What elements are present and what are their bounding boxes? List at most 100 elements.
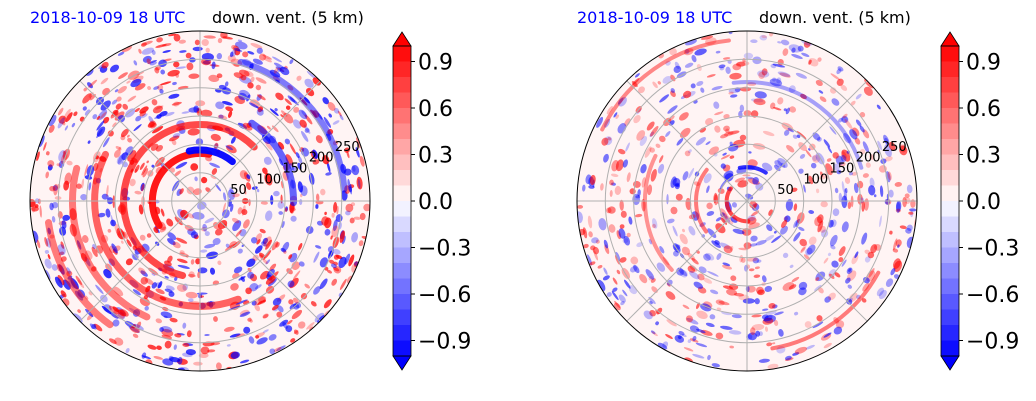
field-cell [138,204,144,215]
field-cell [101,61,109,69]
field-cell [688,167,695,179]
colorbar-tick-label: −0.6 [418,283,471,308]
field-cell [254,332,265,338]
field-cell [155,105,164,110]
field-cell [721,213,729,221]
field-cell [786,144,795,153]
field-cell [155,288,165,295]
field-cell [793,232,801,242]
field-cell [297,321,306,329]
field-cell [829,234,838,247]
field-cell [787,127,794,133]
field-cell [902,196,907,208]
field-cell [669,47,677,56]
field-cell [649,147,655,153]
field-cell [651,223,657,229]
colorbar-segment [941,263,959,279]
field-cell [276,345,286,352]
field-cell [670,90,676,98]
field-cell [45,151,50,156]
field-cell [349,183,352,195]
field-cell [603,239,609,249]
field-cell [704,37,717,46]
field-cell [734,177,746,183]
field-cell [232,220,242,232]
field-cell [717,188,725,194]
radial-tick-label: 150 [830,162,855,177]
field-cell [762,275,767,283]
field-cell [118,72,128,79]
field-cell [323,116,332,128]
field-cell [715,332,724,340]
field-cell [141,47,155,55]
field-cell [155,144,163,152]
field-cell [622,159,629,168]
colorbar-tick-label: −0.3 [966,237,1019,262]
field-cell [895,239,902,247]
field-cell [82,106,87,111]
field-cell [824,296,832,303]
field-cell [819,175,827,180]
field-cell [762,308,769,311]
field-cell [617,97,624,105]
field-cell [112,306,120,312]
field-cell [233,47,241,52]
radial-tick-label: 100 [256,172,281,187]
field-cell [615,251,621,261]
field-cell [273,346,282,353]
field-cell [815,188,820,194]
field-cell [239,229,247,237]
field-cell [312,159,320,165]
field-cell [895,208,901,213]
field-cell [885,142,889,147]
field-cell [34,204,39,208]
field-cell [96,120,105,131]
field-cell [91,323,97,330]
field-cell [747,215,756,222]
field-cell [106,184,109,197]
field-cell [96,128,103,139]
field-cell [262,54,272,60]
field-cell [706,202,713,210]
field-cell [614,255,620,265]
field-cell [209,267,216,275]
field-cell [182,322,187,329]
field-cell [816,137,822,142]
field-cell [798,287,807,296]
field-cell [48,114,57,127]
field-cell [769,78,783,87]
field-cell [175,73,180,78]
field-cell [649,309,656,317]
field-cell [700,87,705,93]
field-cell [113,286,124,297]
field-cell [185,52,192,59]
field-cell [705,141,711,146]
field-cell [656,307,663,315]
field-cell [226,144,237,154]
field-cell [331,212,335,218]
field-cell [199,295,204,298]
field-cell [683,48,694,56]
field-cell [142,55,152,63]
field-cell [812,154,821,163]
field-cell [293,106,300,113]
field-cell [262,167,268,175]
field-cell [84,295,89,300]
field-cell [761,162,773,172]
field-cell [792,352,800,356]
field-cell [700,35,714,40]
field-cell [716,307,722,311]
field-cell [246,94,251,102]
field-cell [679,127,691,138]
field-cell [259,228,266,234]
field-cell [257,300,264,305]
field-cell [144,278,154,285]
field-cell [333,107,340,114]
field-cell [662,76,672,84]
field-cell [330,235,333,240]
field-cell [156,114,162,119]
field-cell [57,244,66,256]
field-cell [92,244,97,249]
field-cell [337,110,342,117]
field-cell [595,239,600,244]
